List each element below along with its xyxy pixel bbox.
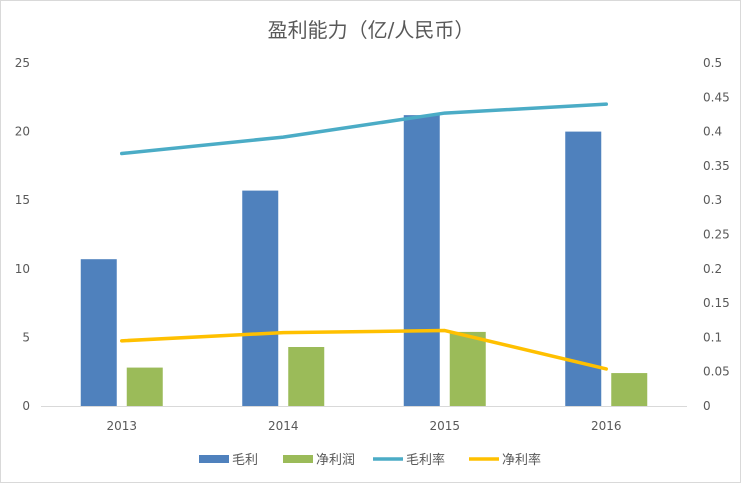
y-right-tick-label: 0.35: [703, 159, 730, 173]
x-tick-label: 2014: [268, 419, 299, 433]
y-right-tick-label: 0.45: [703, 90, 730, 104]
bar-gross-profit: [403, 115, 440, 407]
y-left-tick-label: 25: [15, 56, 30, 70]
line-net-margin: [120, 328, 608, 371]
x-tick-label: 2013: [106, 419, 137, 433]
y-right-tick-label: 0.1: [703, 330, 722, 344]
chart-title: 盈利能力（亿/人民币）: [268, 18, 475, 42]
legend-swatch: [199, 455, 229, 463]
y-right-tick-label: 0.4: [703, 125, 722, 139]
legend-item: 净利率: [469, 452, 541, 468]
bar-net-profit: [126, 367, 163, 406]
legend-label: 净利润: [316, 453, 355, 468]
y-right-tick-label: 0.25: [703, 228, 730, 242]
legend-swatch: [283, 455, 313, 463]
x-axis: 2013 2014 2015 2016: [106, 419, 621, 433]
y-left-tick-label: 10: [15, 262, 30, 276]
y-left-tick-label: 20: [15, 125, 30, 139]
y-right-tick-label: 0.05: [703, 365, 730, 379]
legend: 毛利 净利润 毛利率 净利率: [199, 452, 541, 468]
y-left-tick-label: 15: [15, 193, 30, 207]
y-axis-right: 0 0.05 0.1 0.15 0.2 0.25 0.3 0.35 0.4 0.45 0.5: [703, 56, 730, 413]
y-right-tick-label: 0.3: [703, 193, 722, 207]
y-right-tick-label: 0.15: [703, 296, 730, 310]
bars: [80, 115, 648, 407]
bar-net-profit: [288, 347, 325, 406]
legend-label: 毛利率: [406, 452, 445, 468]
lines: [120, 102, 608, 371]
y-right-tick-label: 0.5: [703, 56, 722, 70]
bar-net-profit: [449, 331, 486, 406]
y-left-tick-label: 5: [22, 330, 30, 344]
legend-item: 毛利率: [373, 452, 445, 468]
bar-gross-profit: [80, 259, 117, 406]
y-right-tick-label: 0: [703, 399, 711, 413]
y-right-tick-label: 0.2: [703, 262, 722, 276]
bar-gross-profit: [242, 190, 279, 406]
legend-label: 净利率: [502, 452, 541, 468]
line-gross-margin: [120, 102, 608, 156]
y-axis-left: 0 5 10 15 20 25: [15, 56, 30, 413]
legend-item: 净利润: [283, 453, 355, 468]
bar-net-profit: [611, 373, 648, 406]
x-tick-label: 2016: [591, 419, 622, 433]
x-tick-label: 2015: [429, 419, 460, 433]
legend-item: 毛利: [199, 453, 258, 468]
legend-label: 毛利: [232, 453, 258, 468]
y-left-tick-label: 0: [22, 399, 30, 413]
